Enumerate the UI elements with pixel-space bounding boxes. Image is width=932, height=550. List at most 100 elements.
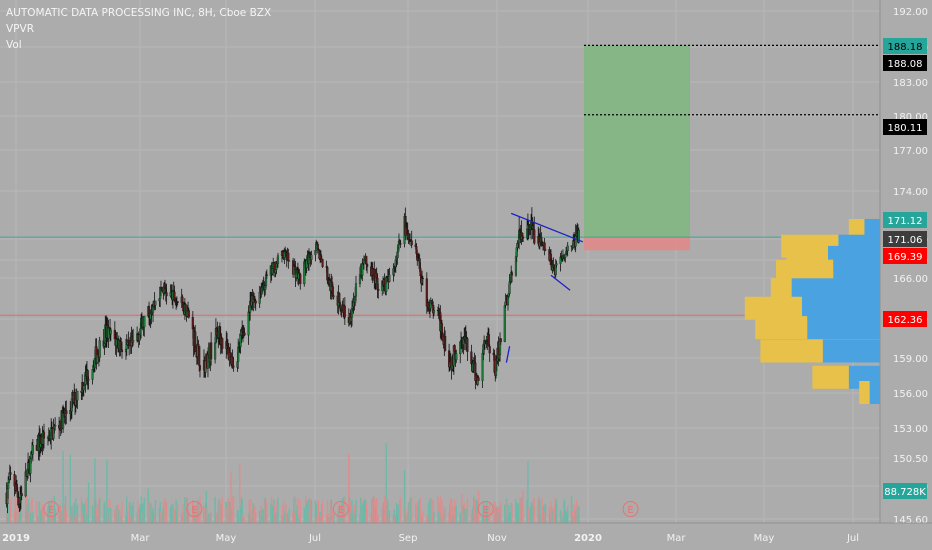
- indicator-vpvr[interactable]: VPVR: [6, 23, 34, 35]
- volume-bar: [461, 494, 463, 523]
- volume-bar: [104, 507, 106, 523]
- volume-bar: [16, 498, 18, 523]
- volume-bar: [573, 504, 575, 523]
- volume-bar: [482, 501, 485, 523]
- volume-bar: [433, 511, 435, 523]
- volume-bar: [320, 515, 322, 523]
- volume-bar: [40, 508, 43, 523]
- volume-bar: [362, 503, 364, 523]
- volume-bar: [396, 509, 399, 523]
- horizontal-lines[interactable]: [0, 44, 880, 316]
- volume-bar: [539, 517, 542, 523]
- time-tick-label: 2020: [574, 533, 602, 544]
- volume-bar: [296, 504, 298, 523]
- volume-bar: [426, 517, 428, 523]
- volume-bar: [518, 504, 520, 523]
- volume-bar: [408, 500, 411, 523]
- chart-legend: AUTOMATIC DATA PROCESSING INC, 8H, Cboe …: [6, 5, 271, 53]
- indicator-vol[interactable]: Vol: [6, 39, 22, 51]
- volume-bar: [449, 504, 451, 523]
- volume-bar: [383, 502, 385, 523]
- volume-bar: [39, 509, 41, 523]
- volume-bar: [253, 517, 255, 523]
- volume-bar: [419, 497, 422, 523]
- volume-bar: [254, 506, 256, 523]
- chart-title[interactable]: AUTOMATIC DATA PROCESSING INC, 8H, Cboe …: [6, 7, 272, 19]
- volume-bar: [549, 513, 551, 523]
- volume-bar: [18, 512, 21, 523]
- volume-bar: [306, 500, 309, 523]
- volume-bar: [475, 499, 477, 523]
- price-labels: 188.18 188.08 180.11 171.12 171.06 169.39 162.…: [883, 38, 927, 499]
- volume-bar: [239, 463, 241, 523]
- volume-bar: [27, 498, 29, 523]
- volume-bar: [485, 500, 488, 523]
- volume-bar: [76, 504, 79, 523]
- volume-bar: [360, 499, 363, 523]
- volume-bar: [272, 513, 274, 523]
- earnings-marker: E: [622, 501, 639, 517]
- volume-bar: [25, 496, 28, 523]
- volume-bar: [248, 499, 251, 523]
- volume-bar: [481, 514, 484, 523]
- volume-bar: [71, 506, 73, 523]
- volume-bar: [510, 503, 512, 523]
- volume-bar: [208, 513, 210, 523]
- volume-bar: [152, 508, 154, 523]
- volume-bar: [564, 509, 567, 523]
- volume-bar: [260, 504, 262, 523]
- volume-bar: [97, 503, 99, 523]
- trend-lines[interactable]: [505, 212, 584, 363]
- volume-bar: [243, 517, 246, 523]
- candle: [503, 301, 506, 343]
- volume-bar: [185, 496, 188, 523]
- price-tick-label: 180.00: [893, 112, 928, 123]
- volume-bar: [397, 504, 399, 523]
- volume-bar: [329, 517, 331, 523]
- volume-bar: [341, 498, 344, 523]
- volume-bar: [108, 513, 110, 523]
- volume-bar: [496, 506, 499, 523]
- volume-bar: [309, 498, 312, 523]
- volume-bar: [232, 496, 235, 523]
- volume-bar: [505, 498, 508, 523]
- volume-bar: [363, 500, 365, 523]
- volume-bar: [20, 509, 22, 523]
- volume-bar: [180, 514, 183, 523]
- time-axis[interactable]: 2019 Mar May Jul Sep Nov 2020 Mar May Jul: [0, 522, 932, 550]
- volume-bar: [527, 461, 529, 523]
- svg-text:188.08: 188.08: [888, 59, 923, 70]
- volume-bar: [399, 499, 401, 523]
- volume-bar: [487, 505, 489, 523]
- volume-bar: [74, 517, 76, 523]
- volume-bar: [42, 515, 44, 523]
- volume-bar: [386, 499, 388, 523]
- volume-bar: [17, 509, 20, 523]
- long-position-tool[interactable]: [584, 45, 690, 251]
- volume-bar: [410, 498, 412, 523]
- volume-bar: [364, 499, 366, 523]
- volume-bar: [221, 497, 223, 523]
- volume-bar: [107, 507, 110, 523]
- volume-bar: [106, 498, 109, 523]
- volume-bar: [273, 499, 275, 523]
- volume-bar: [531, 514, 533, 523]
- volume-bar: [308, 498, 310, 523]
- volume-bar: [148, 502, 150, 523]
- volume-bar: [125, 515, 127, 523]
- candle: [410, 230, 413, 249]
- candle: [499, 338, 502, 345]
- volume-bar: [121, 501, 123, 523]
- volume-bar: [394, 515, 396, 523]
- price-label-target: 188.18: [883, 38, 927, 54]
- volume-bar: [93, 500, 95, 523]
- volume-bars: [5, 443, 580, 523]
- volume-bar: [552, 509, 555, 523]
- volume-bar: [498, 512, 500, 523]
- volume-bar: [340, 516, 342, 523]
- volume-bar: [237, 510, 239, 523]
- volume-bar: [442, 514, 445, 523]
